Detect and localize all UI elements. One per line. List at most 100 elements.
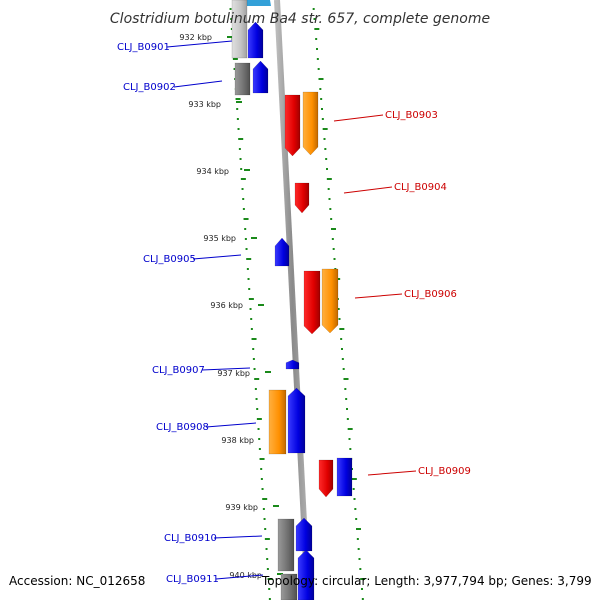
gc-dot — [345, 398, 348, 400]
gc-dot — [262, 498, 268, 500]
gc-dot — [342, 368, 345, 370]
tick-label: 934 kbp — [196, 167, 229, 176]
gene-label[interactable]: CLJ_B0909 — [418, 466, 471, 477]
cds-arrow-reverse[interactable] — [287, 387, 306, 454]
tick-mark — [277, 573, 283, 575]
gc-dot — [319, 88, 322, 90]
gc-dot — [235, 98, 241, 100]
gene-feature-arrow-forward[interactable] — [302, 91, 319, 156]
gc-dot — [265, 548, 268, 550]
gene-leader-line — [333, 114, 384, 122]
gc-dot — [237, 128, 240, 130]
cds-arrow-forward[interactable] — [318, 459, 334, 498]
gc-dot — [348, 438, 351, 440]
gene-label[interactable]: CLJ_B0907 — [152, 365, 205, 376]
tick-mark — [265, 371, 271, 373]
gene-leader-line — [213, 535, 263, 539]
gene-feature-block[interactable] — [277, 518, 295, 572]
gc-dot — [236, 108, 239, 110]
gc-dot — [240, 168, 243, 170]
gene-leader-line — [192, 254, 242, 260]
gc-dot — [263, 518, 266, 520]
gc-dot — [266, 568, 269, 570]
gc-dot — [244, 228, 247, 230]
gc-dot — [236, 118, 239, 120]
gc-dot — [346, 418, 349, 420]
gc-dot — [333, 258, 336, 260]
gc-dot — [326, 168, 328, 170]
gc-dot — [361, 598, 364, 600]
gene-label[interactable]: CLJ_B0905 — [143, 254, 196, 265]
gc-dot — [253, 368, 256, 370]
cds-arrow-reverse[interactable] — [295, 517, 313, 552]
gene-label[interactable]: CLJ_B0906 — [404, 289, 457, 300]
gene-feature-arrow-forward[interactable] — [321, 268, 339, 334]
gc-dot — [260, 468, 263, 470]
genome-title: Clostridium botulinum Ba4 str. 657, comp… — [110, 11, 490, 27]
gc-dot — [331, 238, 334, 240]
cds-arrow-forward[interactable] — [303, 270, 321, 335]
gc-dot — [317, 68, 320, 70]
gc-dot — [349, 448, 352, 450]
tick-label: 936 kbp — [210, 301, 243, 310]
gc-dot — [352, 488, 355, 490]
cds-arrow-reverse[interactable] — [274, 237, 290, 267]
gc-dot — [356, 528, 361, 530]
cds-arrow-forward[interactable] — [284, 94, 301, 157]
gene-labels: CLJ_B0901 CLJ_B0902 CLJ_B0903 CLJ_B0904 CLJ_… — [117, 40, 471, 585]
gc-dot — [250, 328, 253, 330]
gc-dot — [344, 388, 347, 390]
gc-dot — [249, 308, 252, 310]
cds-arrow-reverse[interactable] — [247, 21, 264, 59]
gc-dot — [337, 308, 340, 310]
gc-dot — [356, 538, 359, 540]
gc-dot — [246, 258, 252, 260]
gene-leader-line — [166, 40, 233, 48]
gene-label[interactable]: CLJ_B0908 — [156, 422, 209, 433]
gc-dot — [326, 178, 332, 180]
gc-dot — [327, 188, 330, 190]
gene-leader-line — [354, 293, 403, 299]
gene-feature-block[interactable] — [234, 62, 251, 96]
gene-label[interactable]: CLJ_B0910 — [164, 533, 217, 544]
gc-dot — [316, 48, 318, 50]
gene-feature-block[interactable] — [280, 573, 298, 600]
tick-label: 938 kbp — [221, 436, 254, 445]
gc-dot — [254, 378, 260, 380]
gc-dot — [266, 558, 269, 560]
cds-arrow-reverse[interactable] — [285, 359, 300, 370]
gene-feature-block[interactable] — [268, 389, 287, 455]
gc-dot — [354, 508, 357, 510]
gc-dot — [357, 548, 360, 550]
gc-dot — [243, 218, 249, 220]
gene-feature-block[interactable] — [231, 0, 248, 59]
gene-label[interactable]: CLJ_B0903 — [385, 110, 438, 121]
gc-dot — [247, 278, 250, 280]
gene-leader-line — [215, 574, 264, 580]
gc-dot — [232, 58, 238, 60]
gc-dot — [267, 578, 273, 580]
gene-label[interactable]: CLJ_B0901 — [117, 42, 170, 53]
gc-dot — [325, 158, 328, 160]
gc-dot — [360, 578, 366, 580]
tick-mark — [251, 237, 257, 239]
tick-label: 937 kbp — [217, 369, 250, 378]
cds-arrow-forward[interactable] — [294, 182, 310, 214]
gene-label[interactable]: CLJ_B0902 — [123, 82, 176, 93]
gc-dot — [256, 408, 259, 410]
gc-dot — [248, 298, 254, 300]
cds-arrow-reverse[interactable] — [252, 60, 269, 94]
gc-dot — [312, 8, 315, 10]
gc-dot — [322, 128, 328, 130]
gene-label[interactable]: CLJ_B0904 — [394, 182, 447, 193]
gc-dot — [268, 588, 271, 590]
features — [231, 0, 353, 600]
gc-dot — [338, 318, 341, 320]
gc-dot — [256, 418, 262, 420]
gene-label[interactable]: CLJ_B0911 — [166, 574, 219, 585]
backbone-cap-top — [242, 0, 271, 6]
gc-dot — [316, 58, 319, 60]
genome-backbone — [274, 0, 311, 600]
cds-block[interactable] — [336, 457, 353, 497]
cds-arrow-reverse[interactable] — [297, 549, 315, 600]
